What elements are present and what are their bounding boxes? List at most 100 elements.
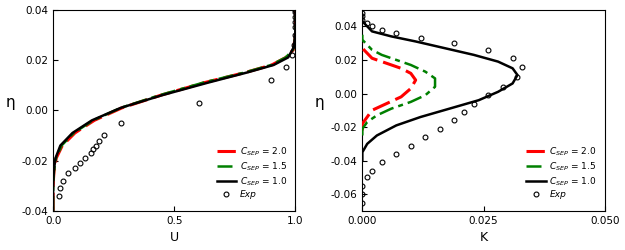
Exp [451, 42, 458, 45]
$C_{SEP}$ = 1.5 [89, 119, 97, 122]
$C_{SEP}$ = 1.5 [407, 100, 414, 103]
$C_{SEP}$ = 2.0 [359, 129, 366, 132]
$C_{SEP}$ = 2.0 [91, 119, 98, 122]
Exp [56, 194, 63, 198]
$C_{SEP}$ = 1.5 [378, 54, 386, 56]
Exp [87, 152, 94, 154]
$C_{SEP}$ = 1.5 [392, 58, 400, 61]
Exp [292, 16, 299, 18]
Exp [59, 179, 66, 182]
$C_{SEP}$ = 1.0 [494, 90, 502, 93]
$C_{SEP}$ = 1.5 [289, 48, 297, 51]
$C_{SEP}$ = 1.0 [292, 8, 299, 11]
$C_{SEP}$ = 2.0 [383, 102, 391, 105]
$C_{SEP}$ = 2.0 [407, 72, 414, 75]
$C_{SEP}$ = 1.5 [50, 169, 58, 172]
Line: Exp: Exp [360, 10, 525, 205]
$C_{SEP}$ = 1.5 [241, 71, 248, 74]
Exp [89, 148, 97, 151]
$C_{SEP}$ = 1.0 [88, 119, 96, 122]
Exp [368, 169, 376, 172]
$C_{SEP}$ = 1.5 [49, 190, 57, 192]
Exp [76, 162, 84, 165]
$C_{SEP}$ = 2.0 [359, 122, 366, 125]
$C_{SEP}$ = 2.0 [412, 78, 419, 82]
$C_{SEP}$ = 1.0 [470, 54, 478, 56]
Exp [378, 161, 386, 164]
$C_{SEP}$ = 2.0 [398, 67, 405, 70]
$C_{SEP}$ = 1.5 [407, 64, 414, 66]
$C_{SEP}$ = 1.0 [368, 30, 376, 33]
$C_{SEP}$ = 1.0 [509, 67, 516, 70]
$C_{SEP}$ = 1.5 [359, 33, 366, 36]
Exp [292, 26, 299, 29]
$C_{SEP}$ = 1.5 [49, 200, 57, 202]
$C_{SEP}$ = 1.0 [52, 157, 59, 160]
$C_{SEP}$ = 1.0 [292, 16, 299, 18]
Exp [407, 144, 414, 147]
$C_{SEP}$ = 1.0 [50, 169, 58, 172]
$C_{SEP}$ = 2.0 [363, 116, 371, 118]
Exp [359, 184, 366, 187]
$C_{SEP}$ = 1.0 [292, 26, 299, 29]
$C_{SEP}$ = 1.0 [49, 200, 57, 202]
$C_{SEP}$ = 1.5 [291, 36, 299, 39]
$C_{SEP}$ = 1.0 [270, 64, 278, 66]
$C_{SEP}$ = 1.0 [158, 94, 166, 97]
$C_{SEP}$ = 1.0 [441, 47, 449, 50]
Exp [92, 144, 99, 147]
$C_{SEP}$ = 2.0 [241, 71, 249, 74]
$C_{SEP}$ = 1.5 [58, 144, 66, 147]
Exp [499, 85, 507, 88]
Legend: $C_{SEP}$ = 2.0, $C_{SEP}$ = 1.5, $C_{SEP}$ = 1.0, Exp: $C_{SEP}$ = 2.0, $C_{SEP}$ = 1.5, $C_{SE… [522, 142, 600, 203]
$C_{SEP}$ = 1.0 [359, 15, 366, 18]
Exp [118, 122, 125, 124]
Line: $C_{SEP}$ = 2.0: $C_{SEP}$ = 2.0 [53, 10, 296, 211]
$C_{SEP}$ = 2.0 [52, 157, 60, 160]
$C_{SEP}$ = 1.5 [282, 56, 289, 59]
$C_{SEP}$ = 1.0 [69, 132, 76, 134]
Exp [282, 66, 289, 69]
Exp [71, 167, 79, 170]
$C_{SEP}$ = 1.0 [417, 116, 424, 118]
$C_{SEP}$ = 2.0 [158, 94, 165, 97]
$C_{SEP}$ = 1.5 [292, 8, 299, 11]
Exp [292, 8, 299, 11]
$C_{SEP}$ = 2.0 [292, 8, 299, 11]
$C_{SEP}$ = 1.0 [509, 82, 516, 85]
Y-axis label: η: η [315, 95, 324, 110]
Exp [195, 101, 202, 104]
$C_{SEP}$ = 1.0 [49, 179, 57, 182]
$C_{SEP}$ = 2.0 [49, 190, 57, 192]
Exp [100, 134, 107, 137]
$C_{SEP}$ = 1.0 [359, 159, 366, 162]
Line: $C_{SEP}$ = 1.0: $C_{SEP}$ = 1.0 [362, 16, 518, 161]
Exp [484, 94, 492, 97]
$C_{SEP}$ = 1.5 [49, 210, 57, 212]
$C_{SEP}$ = 2.0 [363, 52, 371, 55]
$C_{SEP}$ = 2.0 [49, 179, 57, 182]
$C_{SEP}$ = 1.0 [388, 35, 395, 38]
$C_{SEP}$ = 1.5 [49, 179, 57, 182]
$C_{SEP}$ = 1.0 [291, 33, 299, 36]
$C_{SEP}$ = 1.0 [514, 74, 521, 76]
$C_{SEP}$ = 1.0 [373, 134, 381, 137]
Exp [436, 127, 444, 130]
Exp [359, 18, 366, 21]
$C_{SEP}$ = 1.0 [290, 46, 298, 49]
$C_{SEP}$ = 2.0 [383, 62, 391, 65]
Exp [363, 22, 371, 25]
$C_{SEP}$ = 1.5 [359, 134, 366, 137]
$C_{SEP}$ = 2.0 [292, 28, 299, 31]
$C_{SEP}$ = 1.0 [57, 144, 64, 147]
$C_{SEP}$ = 1.5 [422, 70, 429, 73]
$C_{SEP}$ = 2.0 [292, 18, 299, 21]
$C_{SEP}$ = 2.0 [407, 87, 414, 90]
$C_{SEP}$ = 1.5 [388, 107, 395, 110]
Exp [292, 33, 299, 36]
$C_{SEP}$ = 1.0 [392, 124, 400, 127]
$C_{SEP}$ = 1.0 [412, 40, 419, 43]
Exp [288, 54, 296, 56]
$C_{SEP}$ = 1.5 [292, 16, 299, 18]
Line: $C_{SEP}$ = 2.0: $C_{SEP}$ = 2.0 [362, 43, 416, 130]
